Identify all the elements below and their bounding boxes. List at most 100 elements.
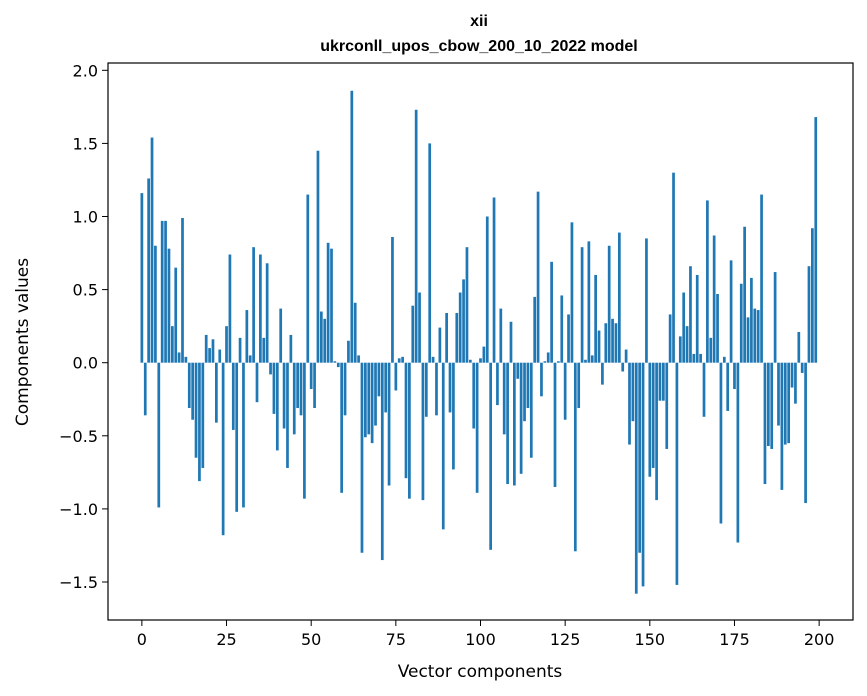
bar-88 (438, 327, 442, 363)
bar-4 (154, 245, 157, 363)
bar-199 (814, 117, 818, 363)
bar-57 (333, 361, 337, 363)
bar-38 (269, 362, 272, 375)
bar-154 (662, 362, 665, 401)
bar-6 (160, 220, 164, 363)
bar-120 (546, 352, 550, 363)
bar-30 (242, 362, 245, 508)
bar-152 (655, 362, 658, 501)
bar-78 (404, 362, 408, 479)
bar-117 (536, 191, 540, 363)
bar-17 (198, 362, 201, 482)
bar-18 (201, 362, 205, 468)
bar-93 (455, 312, 459, 363)
x-tick-label: 150 (635, 630, 666, 649)
bar-31 (245, 310, 249, 363)
bar-62 (350, 90, 354, 363)
bar-34 (255, 362, 259, 403)
bar-129 (577, 362, 581, 409)
bar-64 (357, 355, 360, 363)
bar-137 (604, 323, 608, 363)
bar-99 (475, 362, 479, 493)
bar-20 (208, 348, 211, 363)
bar-24 (221, 362, 225, 536)
bar-33 (252, 247, 255, 363)
bar-123 (557, 361, 560, 363)
bar-75 (394, 362, 398, 391)
y-tick-label: 0.5 (73, 281, 98, 300)
y-tick-label: 1.0 (73, 208, 98, 227)
bar-42 (282, 362, 286, 429)
bar-68 (370, 362, 374, 444)
bar-180 (750, 277, 753, 363)
chart-subtitle: ukrconll_upos_cbow_200_10_2022 model (320, 38, 637, 55)
bar-84 (424, 362, 428, 417)
bar-37 (265, 263, 269, 363)
chart-title: xii (470, 13, 488, 30)
bar-73 (387, 362, 391, 486)
bar-22 (215, 362, 218, 423)
bar-15 (191, 362, 195, 420)
bar-100 (479, 358, 482, 363)
bar-52 (316, 150, 320, 363)
bar-102 (485, 216, 489, 363)
bar-171 (719, 362, 723, 524)
bar-170 (716, 293, 719, 363)
bar-87 (435, 362, 438, 416)
bar-83 (421, 362, 425, 501)
bar-66 (364, 362, 367, 438)
bar-188 (777, 362, 780, 426)
bar-43 (286, 362, 289, 468)
bar-10 (174, 267, 178, 363)
bar-104 (492, 197, 496, 363)
bar-29 (238, 337, 242, 363)
bar-145 (631, 362, 635, 422)
bar-19 (204, 334, 208, 363)
bar-132 (587, 241, 591, 363)
bar-172 (722, 356, 726, 363)
bar-164 (695, 274, 699, 363)
bar-131 (584, 359, 587, 363)
bar-81 (414, 109, 418, 363)
bar-7 (164, 220, 167, 363)
bar-53 (319, 311, 323, 363)
bar-187 (773, 272, 777, 363)
bar-127 (570, 222, 574, 363)
bar-192 (790, 362, 794, 388)
x-tick-label: 50 (301, 630, 321, 649)
bars-group (140, 90, 818, 594)
bar-46 (296, 362, 299, 409)
y-tick-label: 1.5 (73, 134, 98, 153)
bar-194 (797, 332, 801, 363)
bar-165 (699, 353, 702, 363)
bar-55 (326, 242, 330, 363)
bar-51 (313, 362, 316, 409)
bar-90 (445, 312, 448, 363)
bar-161 (685, 326, 689, 363)
bar-47 (299, 362, 303, 416)
bar-144 (628, 362, 631, 445)
y-tick-label: 0.0 (73, 354, 98, 373)
bar-158 (675, 362, 679, 585)
bar-97 (468, 359, 472, 363)
bar-16 (194, 362, 198, 458)
bar-58 (336, 362, 340, 368)
bar-12 (181, 217, 184, 363)
bar-183 (760, 194, 763, 363)
bar-48 (303, 362, 306, 499)
bar-79 (408, 362, 411, 499)
bar-166 (702, 362, 706, 417)
bar-45 (292, 362, 296, 435)
bar-118 (540, 362, 543, 397)
bar-159 (678, 336, 682, 363)
bar-149 (645, 238, 648, 363)
bar-135 (597, 330, 601, 363)
bar-50 (309, 362, 313, 390)
bar-195 (800, 362, 804, 373)
bar-5 (157, 362, 161, 508)
bar-69 (374, 362, 377, 426)
bar-134 (594, 274, 597, 363)
bar-133 (590, 355, 594, 363)
bar-113 (523, 362, 526, 422)
